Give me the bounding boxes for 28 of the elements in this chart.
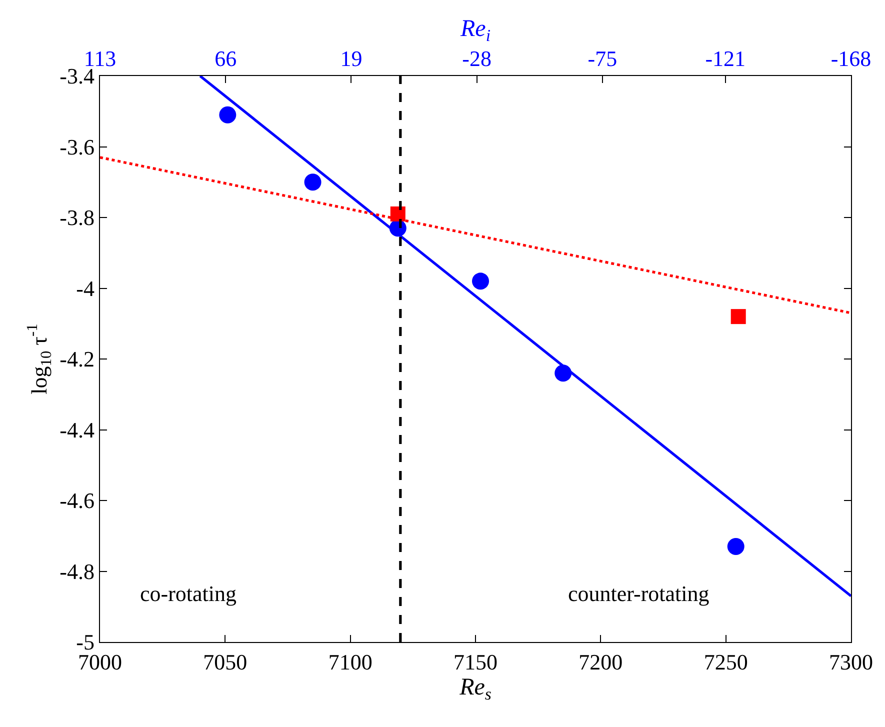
x2-tick-label: -168 — [830, 46, 872, 72]
y-tick-label: -4.8 — [60, 558, 94, 584]
x-tick-label: 7300 — [829, 650, 873, 674]
x-tick-label: 7100 — [328, 650, 372, 674]
x-tick-label: 7050 — [203, 650, 248, 674]
point — [730, 309, 746, 324]
y-tick-label: -3.8 — [60, 205, 94, 230]
point — [219, 106, 236, 124]
x2-axis-title: Re$_{i}$ — [460, 16, 491, 46]
x2-tick-label: -28 — [462, 46, 492, 72]
y-tick-label: -4 — [76, 276, 94, 301]
annotation: counter-rotating — [568, 581, 710, 606]
annotation: co-rotating — [140, 581, 237, 606]
x2-tick-label: -121 — [705, 46, 746, 72]
x2-tick-label: 19 — [340, 46, 362, 72]
x-tick-label: 7250 — [704, 650, 748, 674]
x2-tick-label: -75 — [588, 46, 618, 72]
y-tick-label: -4.4 — [60, 417, 94, 442]
x2-tick-label: 66 — [214, 46, 237, 72]
y-tick-label: -4.6 — [60, 488, 94, 514]
x-axis-title: Re$_{s}$ — [458, 674, 492, 704]
y-tick-label: -4.2 — [60, 346, 94, 372]
point — [472, 272, 490, 290]
point — [727, 538, 744, 555]
point — [304, 174, 322, 191]
y-tick-label: -3.6 — [60, 134, 94, 160]
x-tick-label: 7200 — [578, 650, 623, 674]
x-tick-label: 7150 — [454, 650, 498, 674]
